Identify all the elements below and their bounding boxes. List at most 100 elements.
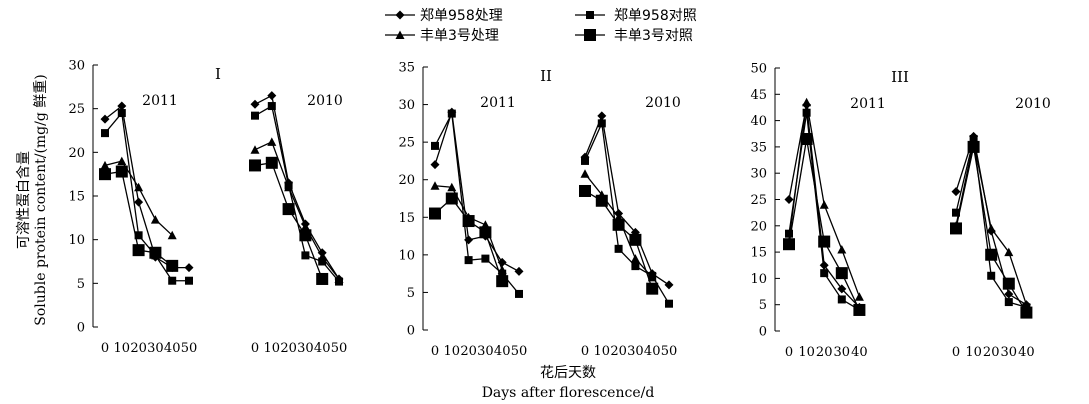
small-square-marker <box>101 129 109 138</box>
y-tick-label: 10 <box>68 233 85 248</box>
small-square-marker <box>987 271 996 280</box>
diamond-marker <box>1004 289 1014 299</box>
series-1 <box>580 111 674 290</box>
large-square-marker <box>462 215 475 228</box>
y-axis-label: 可溶性蛋白含量 Soluble protein content/(mg/g 鲜重… <box>16 74 49 325</box>
large-square-marker <box>595 194 608 207</box>
triangle-marker <box>447 182 457 192</box>
x-tick-label: 30 <box>627 344 644 359</box>
small-square-marker <box>168 276 177 285</box>
x-axis-label-en: Days after florescence/d <box>482 385 655 401</box>
x-tick-label: 30 <box>147 341 164 356</box>
diamond-marker <box>134 197 144 207</box>
series-2 <box>785 108 864 314</box>
y-tick-label: 40 <box>750 114 767 129</box>
y-tick-label: 15 <box>398 211 415 226</box>
triangle-marker <box>150 215 160 224</box>
triangle-marker <box>250 145 260 154</box>
group-2010: 2010 0 10 20 30 40 <box>950 96 1051 360</box>
small-square-marker <box>481 254 490 263</box>
triangle-marker <box>134 182 144 192</box>
small-square-marker <box>837 295 846 304</box>
year-label: 2010 <box>307 93 343 109</box>
diamond-marker <box>514 266 524 276</box>
small-square-marker <box>597 119 606 128</box>
y-tick-label: 15 <box>750 246 767 261</box>
x-tick-label: 0 <box>431 344 439 359</box>
large-square-marker <box>853 303 866 316</box>
series-4 <box>950 140 1033 319</box>
x-tick-label: 0 <box>101 341 109 356</box>
series-4 <box>579 184 659 295</box>
series-4 <box>99 165 179 272</box>
large-square-marker <box>818 235 831 248</box>
x-tick-label: 10 <box>264 341 281 356</box>
x-tick-label: 40 <box>494 344 511 359</box>
small-square-marker <box>267 102 276 111</box>
triangle-marker <box>1021 300 1031 309</box>
y-tick-label: 20 <box>398 173 415 188</box>
small-square-marker <box>665 299 673 308</box>
triangle-marker <box>284 182 294 192</box>
triangle-marker <box>267 137 277 146</box>
x-axis-label: 花后天数 Days after florescence/d <box>482 365 655 401</box>
diamond-marker-icon <box>395 10 405 20</box>
small-square-marker <box>185 276 193 285</box>
large-square-marker <box>629 233 642 246</box>
series-2 <box>431 109 523 298</box>
large-square-marker <box>282 203 295 216</box>
small-square-marker <box>1004 298 1013 307</box>
triangle-marker-icon <box>395 30 405 39</box>
triangle-marker <box>837 244 847 254</box>
group-2010: 2010 0 10 20 30 40 50 <box>249 91 347 356</box>
triangle-marker <box>802 97 812 107</box>
y-tick-label: 25 <box>398 136 415 151</box>
large-square-marker <box>249 159 261 172</box>
series-1 <box>100 101 194 273</box>
y-tick-label: 30 <box>750 167 767 182</box>
x-tick-label: 20 <box>460 344 477 359</box>
large-square-marker <box>445 192 458 205</box>
x-tick-label: 0 <box>785 345 793 360</box>
x-tick-label: 40 <box>164 341 181 356</box>
legend-item-fd3-treat: 丰单3号处理 <box>385 28 499 44</box>
small-square-marker <box>581 156 589 165</box>
series-2 <box>952 135 1031 312</box>
series-4 <box>249 156 329 285</box>
y-axis-label-cn: 可溶性蛋白含量 <box>16 151 32 249</box>
triangle-marker <box>1004 247 1014 257</box>
y-axis-label-en: Soluble protein content/(mg/g 鲜重) <box>33 74 49 325</box>
series-4 <box>783 133 866 316</box>
diamond-marker <box>784 195 794 204</box>
y-tick-label: 45 <box>750 88 767 103</box>
large-square-marker <box>1002 277 1015 290</box>
x-tick-label: 30 <box>477 344 494 359</box>
series-line <box>254 105 340 283</box>
large-square-marker <box>579 184 591 197</box>
series-line <box>104 111 189 282</box>
series-line <box>955 138 1027 308</box>
x-axis-label-cn: 花后天数 <box>540 365 596 381</box>
series-3 <box>250 137 344 283</box>
triangle-marker <box>630 254 640 263</box>
y-tick-label: 5 <box>407 286 415 301</box>
triangle-marker <box>317 252 327 262</box>
x-tick-label: 40 <box>644 344 661 359</box>
y-tick-label: 15 <box>68 190 85 205</box>
legend-label-zd958-ctrl: 郑单958对照 <box>614 8 697 24</box>
large-square-marker <box>967 140 980 153</box>
large-square-marker <box>835 267 848 280</box>
series-line <box>434 111 520 272</box>
x-tick-label: 40 <box>314 341 331 356</box>
x-tick-label: 50 <box>661 344 678 359</box>
diamond-marker <box>951 187 961 197</box>
legend-label-fd3-ctrl: 丰单3号对照 <box>614 28 693 44</box>
large-square-marker <box>479 226 492 239</box>
series-line <box>584 190 653 289</box>
series-4 <box>429 192 509 288</box>
series-line <box>254 94 340 280</box>
triangle-marker <box>300 222 310 231</box>
small-square-marker <box>515 289 523 298</box>
small-square-marker <box>952 208 960 217</box>
